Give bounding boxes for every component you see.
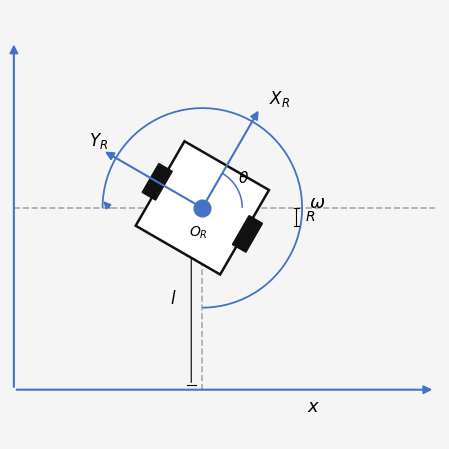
Text: $O_R$: $O_R$ <box>189 224 207 241</box>
Text: $\omega$: $\omega$ <box>309 194 325 212</box>
Text: $\theta$: $\theta$ <box>238 171 249 186</box>
Polygon shape <box>233 216 263 252</box>
Polygon shape <box>136 141 269 274</box>
Text: $R$: $R$ <box>305 210 316 224</box>
Text: $X_R$: $X_R$ <box>269 88 290 109</box>
Polygon shape <box>142 163 172 200</box>
Text: $l$: $l$ <box>170 290 177 308</box>
Text: $Y_R$: $Y_R$ <box>89 131 108 151</box>
Text: x: x <box>308 398 318 416</box>
